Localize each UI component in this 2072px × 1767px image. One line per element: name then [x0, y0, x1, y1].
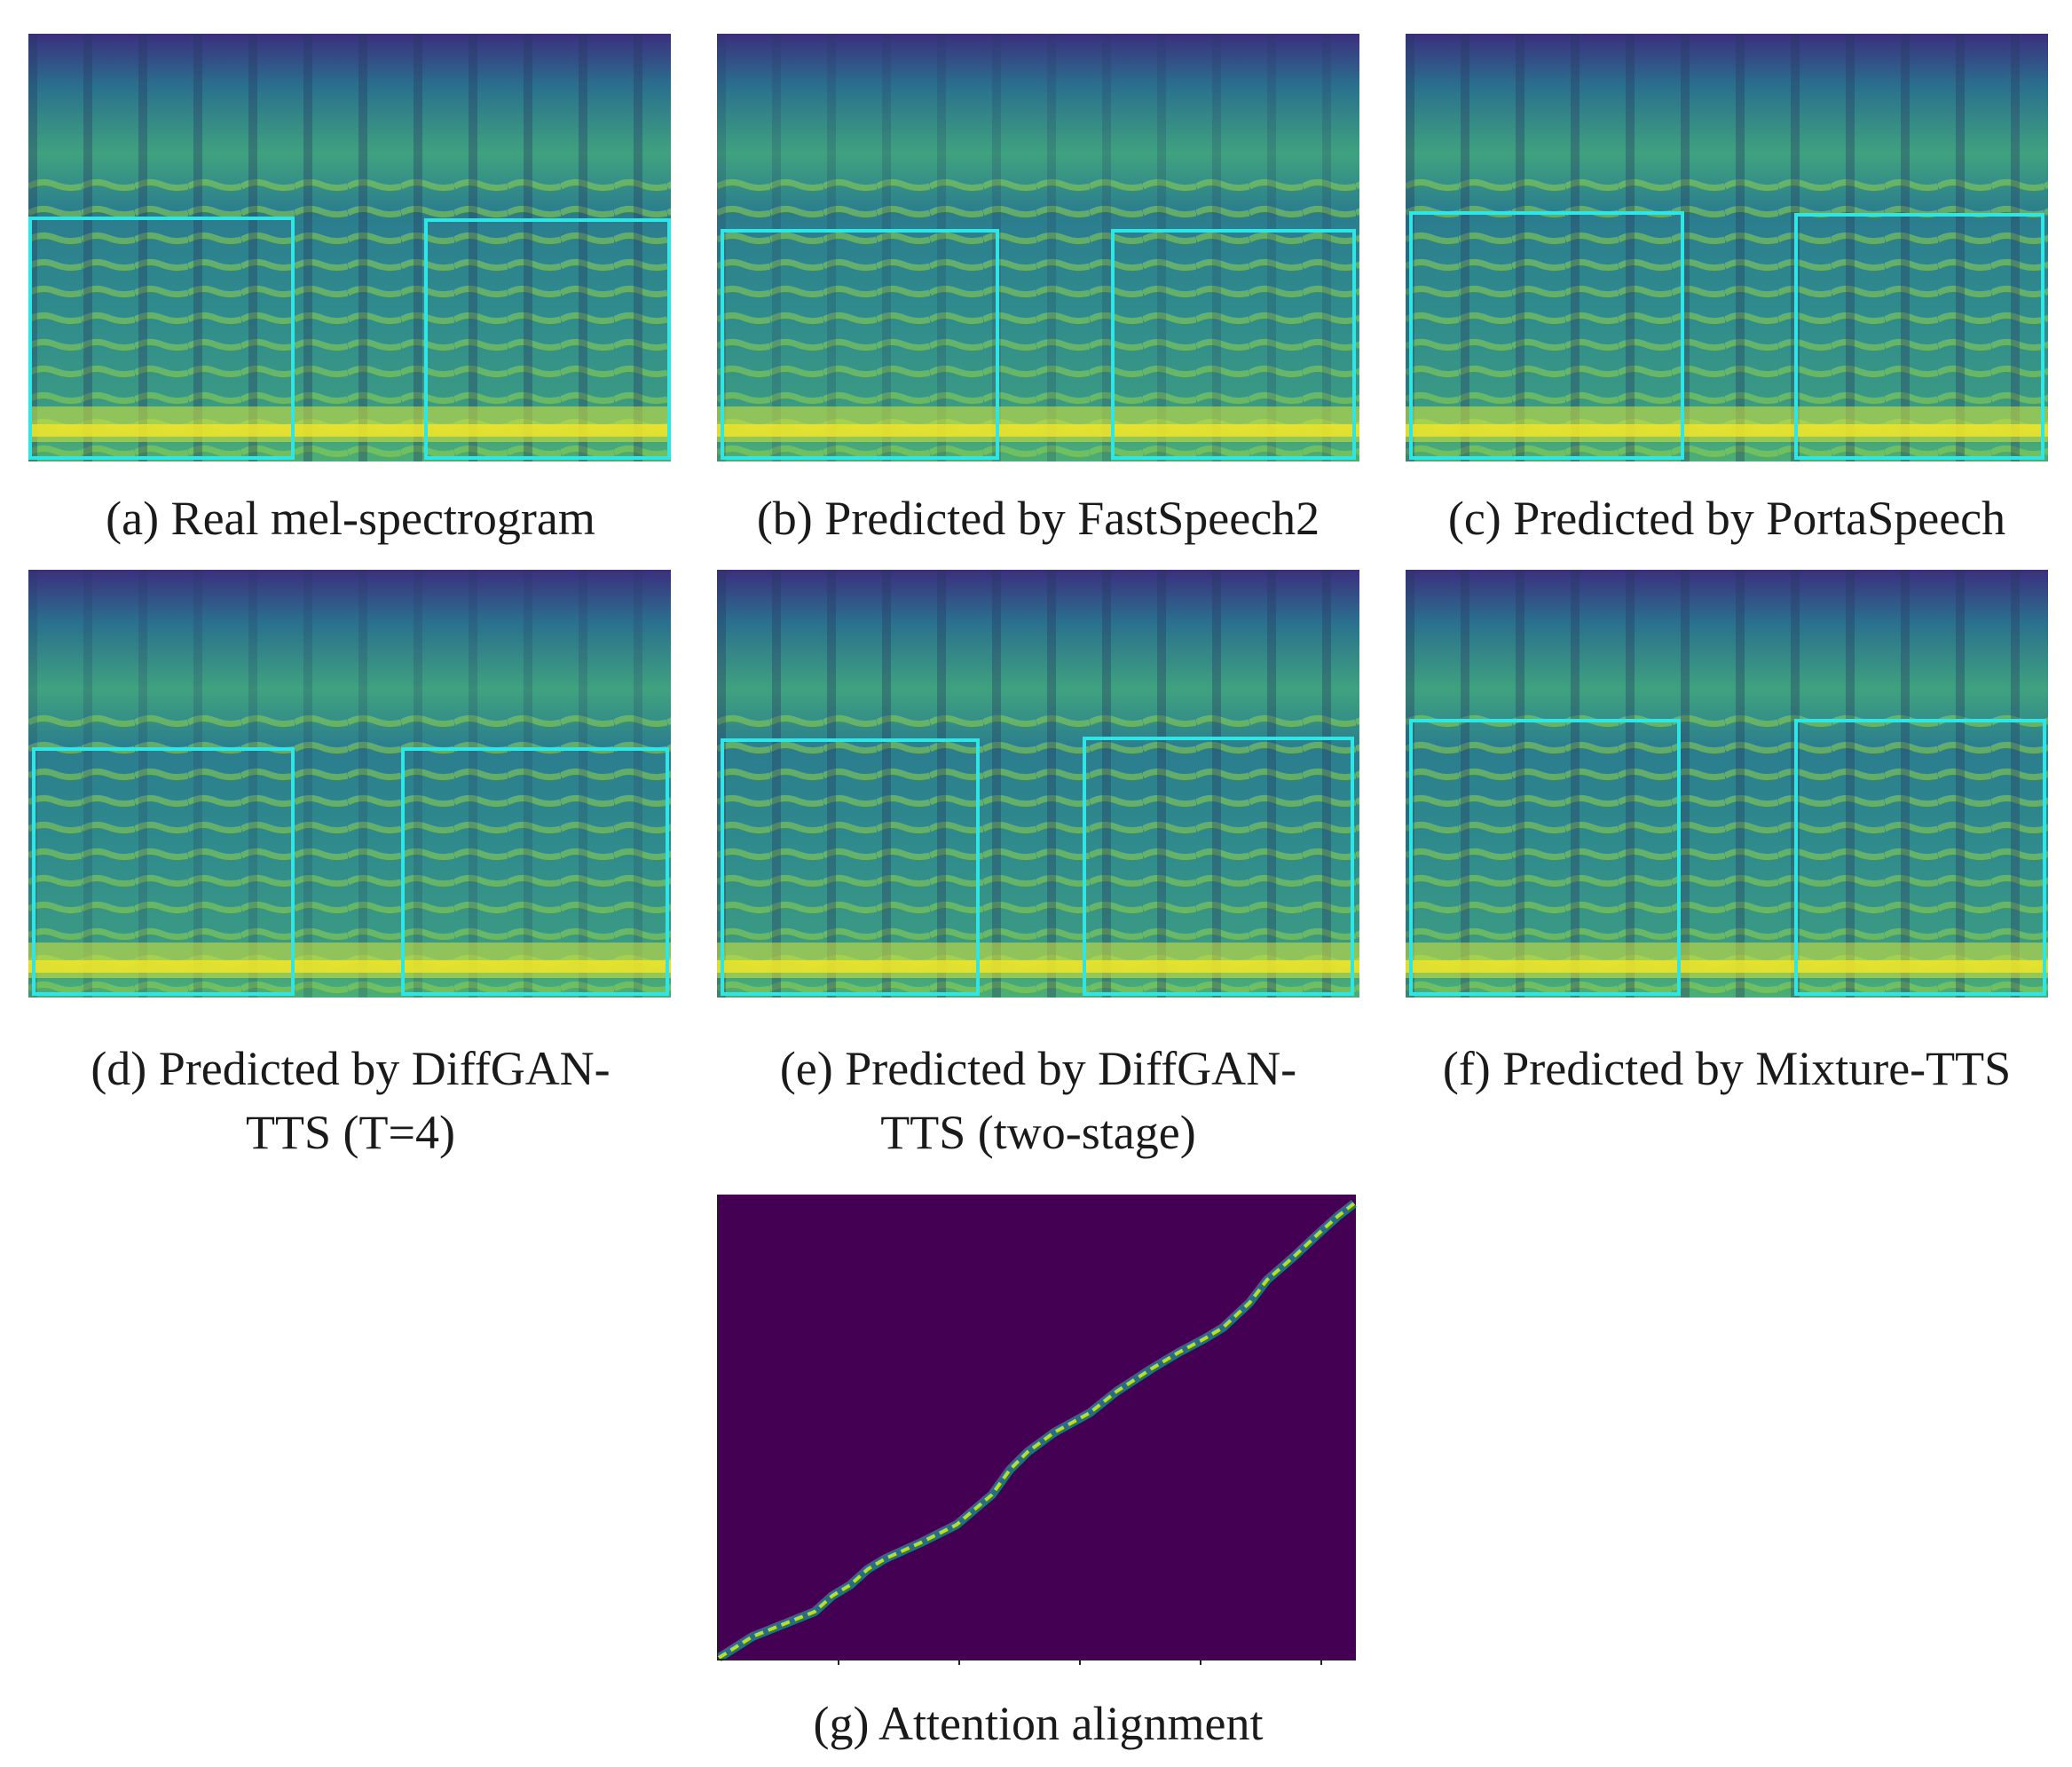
mel-spectrogram-a [28, 34, 671, 461]
caption-e: (e) Predicted by DiffGAN- TTS (two-stage… [701, 1037, 1375, 1164]
caption-f: (f) Predicted by Mixture-TTS [1442, 1042, 2012, 1095]
mel-spectrogram-b [717, 34, 1359, 461]
caption-c: (c) Predicted by PortaSpeech [1447, 492, 2006, 545]
panel-a [28, 34, 671, 461]
panel-e [717, 570, 1359, 998]
caption-d: (d) Predicted by DiffGAN- TTS (T=4) [18, 1037, 683, 1164]
panel-b [717, 34, 1359, 461]
caption-a: (a) Real mel-spectrogram [106, 492, 595, 545]
caption-d-line2: TTS (T=4) [246, 1106, 455, 1159]
caption-b: (b) Predicted by FastSpeech2 [756, 492, 1320, 545]
caption-e-line1: (e) Predicted by DiffGAN- [779, 1042, 1297, 1095]
panel-c [1406, 34, 2048, 461]
x-axis-ticks [838, 1660, 1322, 1665]
panel-d [28, 570, 671, 998]
mel-spectrogram-e [717, 570, 1359, 998]
caption-g: (g) Attention alignment [813, 1697, 1264, 1750]
mel-spectrogram-d [28, 570, 671, 998]
mel-spectrogram-f [1406, 570, 2048, 998]
caption-d-line1: (d) Predicted by DiffGAN- [91, 1042, 611, 1095]
panel-f [1406, 570, 2048, 998]
caption-e-line2: TTS (two-stage) [880, 1106, 1196, 1159]
mel-spectrogram-c [1406, 34, 2048, 461]
attention-alignment-plot [717, 1195, 1358, 1665]
panel-g [717, 1195, 1359, 1665]
alignment-peak [717, 1202, 1356, 1660]
